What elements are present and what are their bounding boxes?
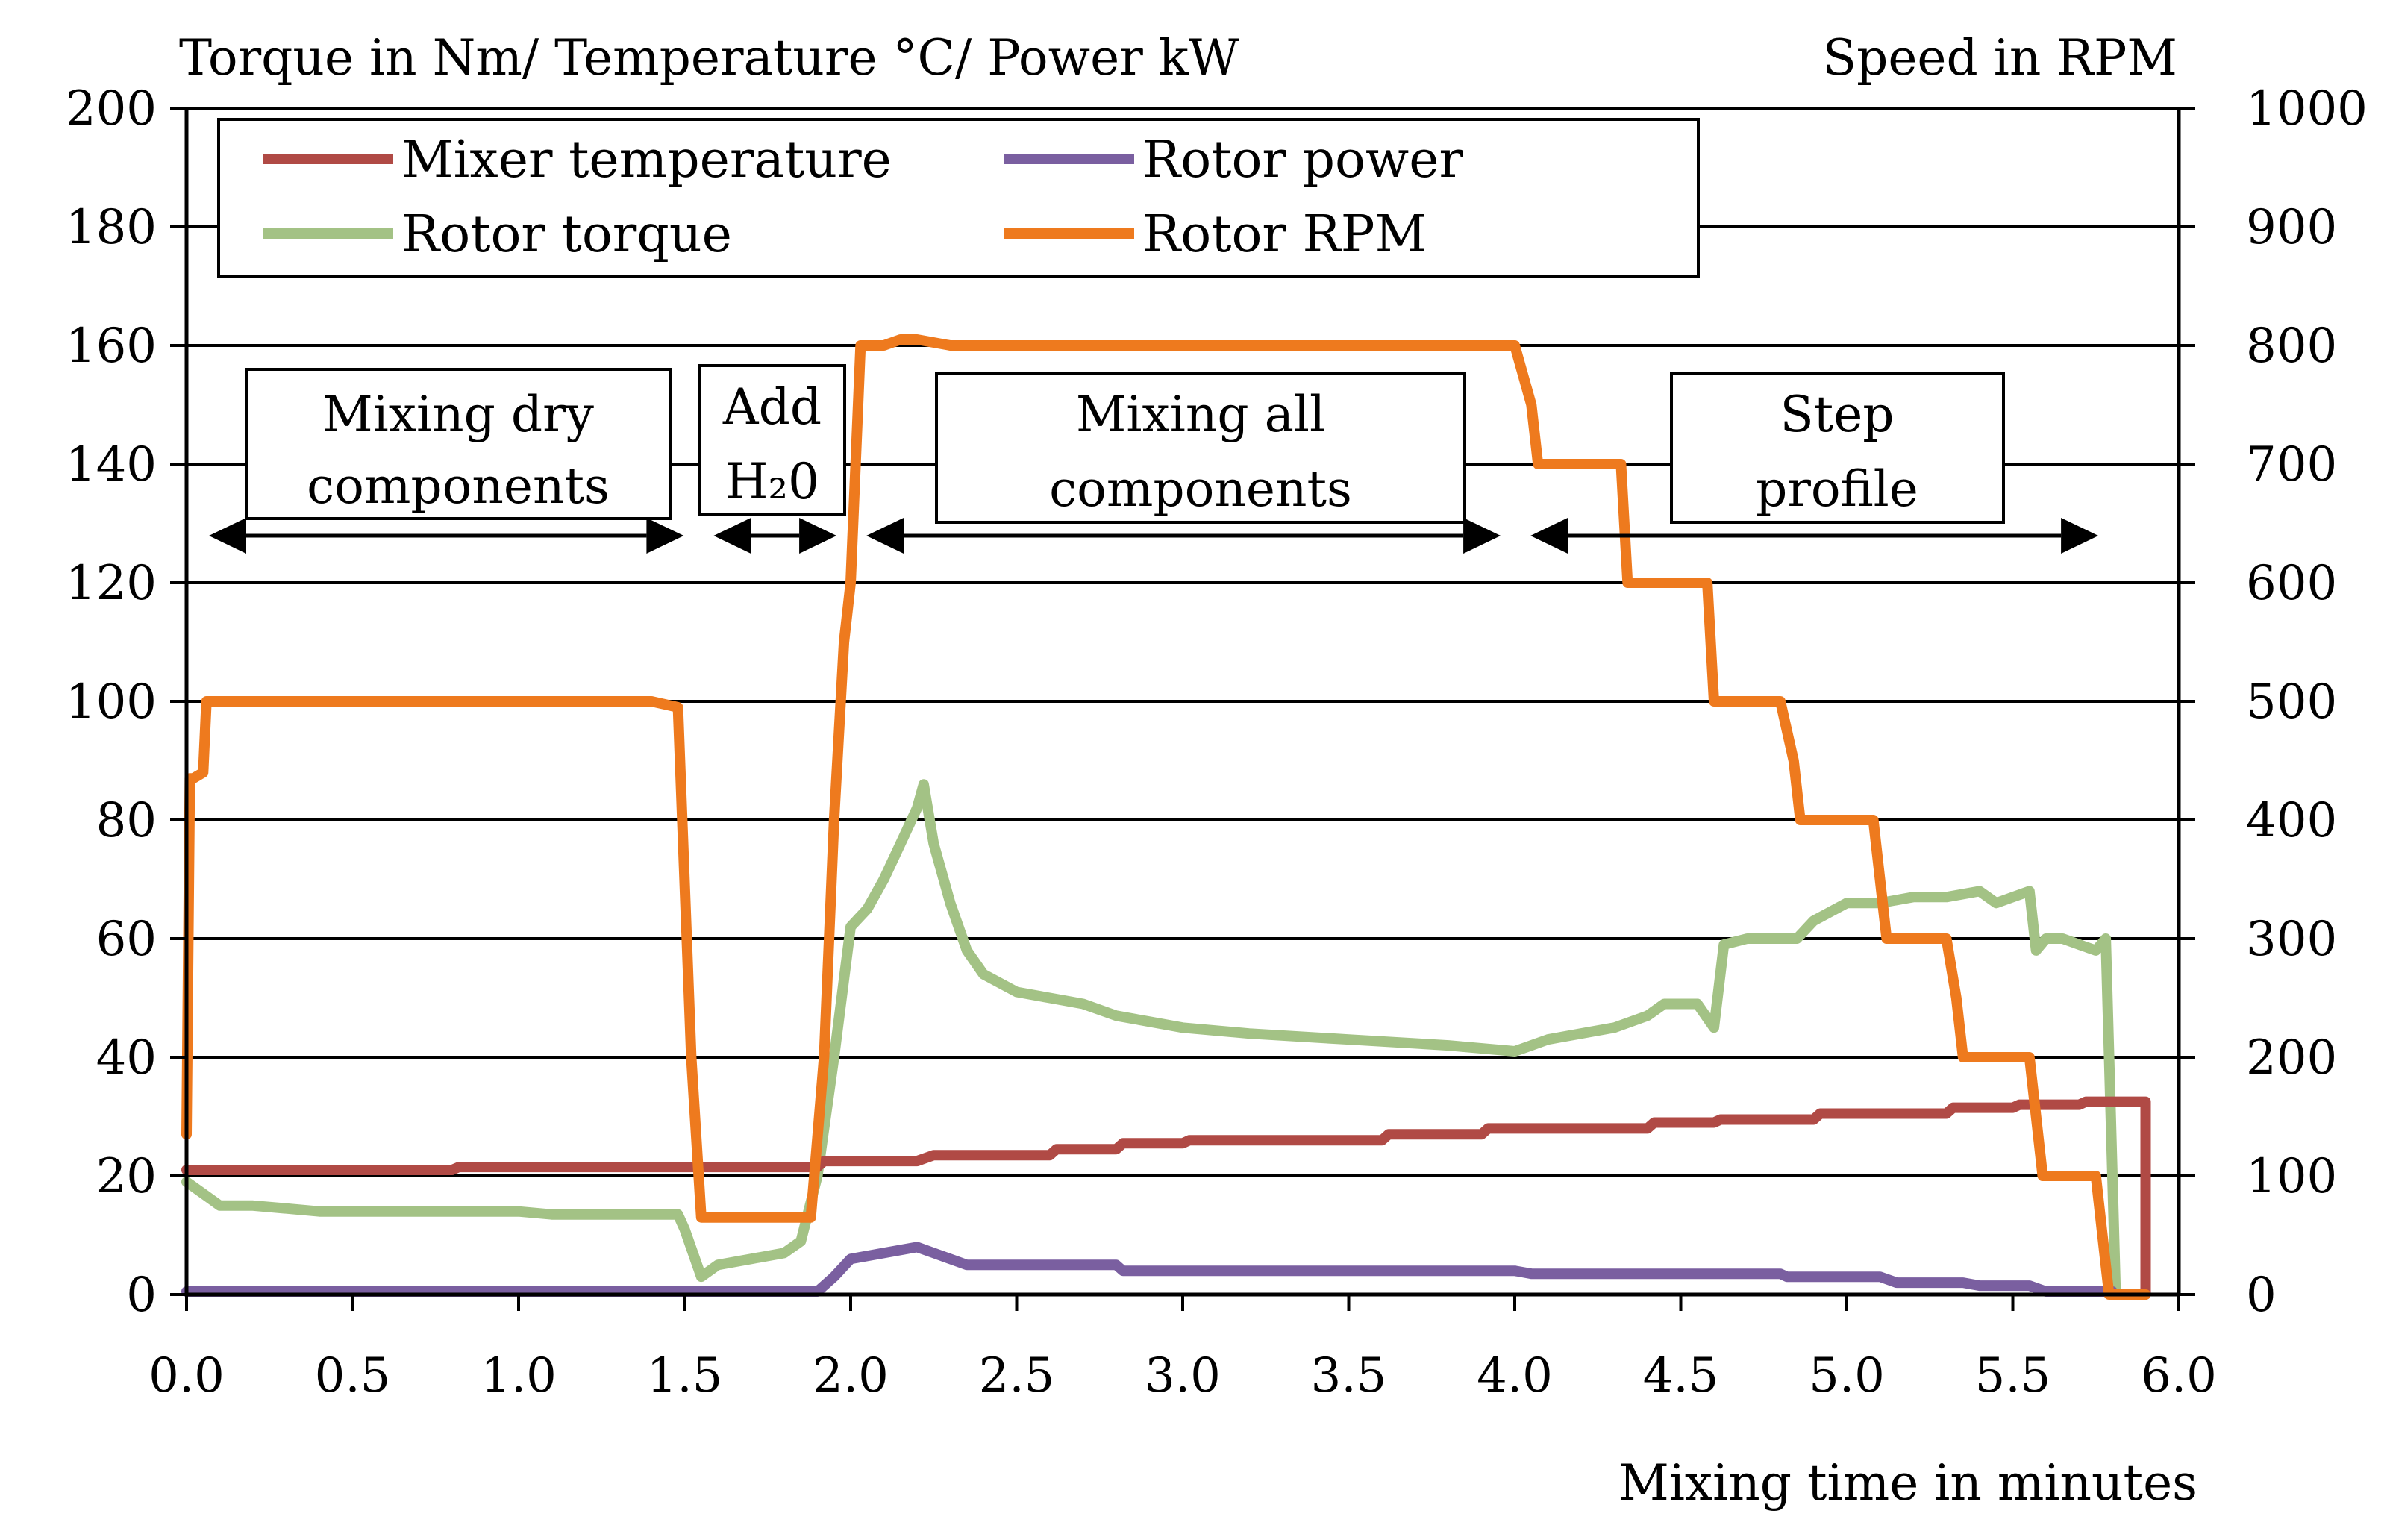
x-tick-label: 4.0 [1477, 1348, 1553, 1403]
x-tick-label: 1.0 [481, 1348, 557, 1403]
annotation-step-profile: Step profile [1670, 372, 2005, 524]
series-line-rotor-rpm [181, 334, 2151, 1300]
right-tick-label: 300 [2246, 912, 2337, 967]
annotation-arrowhead-left [1530, 518, 1568, 554]
annotation-arrows [209, 518, 2099, 554]
annotation-line2: components [1049, 460, 1352, 518]
x-tick-label: 6.0 [2141, 1348, 2217, 1403]
annotation-arrowhead-right [646, 518, 684, 554]
right-axis-title: Speed in RPM [1823, 29, 2177, 87]
left-tick-label: 180 [66, 200, 157, 255]
x-tick-label: 2.0 [813, 1348, 889, 1403]
x-tick-label: 5.0 [1809, 1348, 1885, 1403]
annotation-mixing-all: Mixing all components [935, 372, 1466, 524]
left-tick-label: 40 [96, 1030, 157, 1086]
right-tick-label: 1000 [2246, 81, 2368, 137]
x-tick-label: 4.5 [1643, 1348, 1719, 1403]
legend-box [217, 118, 1700, 278]
annotation-line2: components [307, 457, 610, 515]
legend-item-rotor-power: Rotor power [1004, 131, 1463, 190]
legend-item-rotor-torque: Rotor torque [263, 205, 732, 264]
annotation-arrowhead-left [713, 518, 751, 554]
legend-item-mixer-temperature: Mixer temperature [263, 131, 892, 190]
annotation-line1: Step [1780, 386, 1894, 443]
annotation-line2: H₂0 [725, 453, 819, 510]
annotation-add-water: Add H₂0 [698, 364, 846, 516]
annotation-arrowhead-right [2061, 518, 2099, 554]
left-tick-label: 0 [126, 1268, 157, 1323]
left-tick-label: 100 [66, 674, 157, 730]
x-tick-label: 3.0 [1145, 1348, 1221, 1403]
right-tick-label: 500 [2246, 674, 2337, 730]
annotation-box-add-water [698, 364, 846, 516]
right-tick-label: 600 [2246, 556, 2337, 611]
left-axis-title: Torque in Nm/ Temperature °C/ Power kW [179, 29, 1239, 87]
left-tick-label: 200 [66, 81, 157, 137]
x-tick-label: 5.5 [1975, 1348, 2051, 1403]
legend-label: Rotor torque [401, 205, 732, 264]
annotation-line1: Mixing all [1076, 386, 1325, 443]
left-tick-label: 20 [96, 1149, 157, 1204]
axes [170, 107, 2195, 1311]
series-line-rotor-torque [181, 779, 2121, 1300]
legend-label: Rotor power [1142, 131, 1463, 190]
annotation-arrowhead-right [799, 518, 837, 554]
right-tick-label: 700 [2246, 437, 2337, 492]
right-tick-label: 800 [2246, 319, 2337, 374]
right-tick-label: 900 [2246, 200, 2337, 255]
annotation-mixing-dry: Mixing dry components [245, 368, 672, 520]
annotation-line2: profile [1756, 460, 1918, 518]
legend-label: Mixer temperature [401, 131, 892, 190]
left-tick-label: 140 [66, 437, 157, 492]
annotation-box-mixing-dry [245, 368, 672, 520]
tick-labels: 0 20 40 60 80 100 120 140 160 180 200 0 100 200 300 400… [66, 81, 2368, 1403]
right-tick-label: 200 [2246, 1030, 2337, 1086]
right-tick-label: 400 [2246, 793, 2337, 848]
x-axis-title: Mixing time in minutes [1618, 1454, 2197, 1512]
annotation-box-step-profile [1670, 372, 2005, 524]
right-tick-label: 0 [2246, 1268, 2277, 1323]
x-tick-label: 0.0 [148, 1348, 225, 1403]
x-tick-label: 2.5 [979, 1348, 1055, 1403]
legend: Mixer temperature Rotor power Rotor torq… [217, 118, 1700, 278]
x-tick-label: 3.5 [1311, 1348, 1387, 1403]
annotation-line1: Add [722, 378, 822, 436]
series-line-rotor-power [181, 1242, 2118, 1297]
legend-item-rotor-rpm: Rotor RPM [1004, 205, 1427, 264]
annotation-box-mixing-all [935, 372, 1466, 524]
left-tick-label: 80 [96, 793, 157, 848]
series-line-mixer-temperature [181, 1096, 2151, 1300]
left-tick-label: 160 [66, 319, 157, 374]
annotation-arrowhead-left [866, 518, 904, 554]
x-tick-label: 1.5 [647, 1348, 723, 1403]
annotation-arrowhead-left [209, 518, 246, 554]
legend-label: Rotor RPM [1142, 205, 1427, 264]
right-tick-label: 100 [2246, 1149, 2337, 1204]
annotation-line1: Mixing dry [322, 386, 595, 443]
series-layer [181, 334, 2151, 1300]
annotation-arrowhead-right [1463, 518, 1501, 554]
left-tick-label: 120 [66, 556, 157, 611]
x-tick-label: 0.5 [315, 1348, 391, 1403]
annotations: Mixing dry components Add H₂0 Mixing all… [209, 364, 2099, 554]
left-tick-label: 60 [96, 912, 157, 967]
